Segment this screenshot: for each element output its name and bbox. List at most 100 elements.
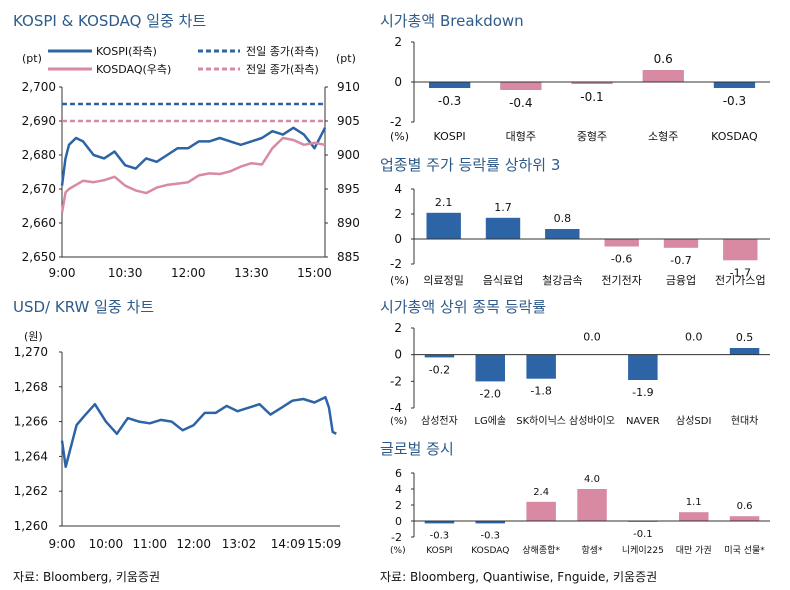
breakdown-bar bbox=[500, 82, 542, 90]
global-value-label: -0.1 bbox=[633, 529, 653, 540]
sector-value-label: -0.6 bbox=[611, 253, 632, 266]
kospi-left-tick-label: 2,700 bbox=[22, 80, 56, 94]
legend-kospi-prev-label: 전일 종가(좌측) bbox=[246, 44, 319, 58]
top-bar bbox=[628, 354, 658, 380]
sector-category-label: 의료정밀 bbox=[423, 274, 463, 287]
sector-unit: (%) bbox=[390, 274, 409, 287]
legend-kospi-label: KOSPI(좌측) bbox=[96, 45, 157, 58]
global-value-label: 1.1 bbox=[686, 497, 702, 508]
global-category-label: 대만 가권 bbox=[676, 544, 712, 556]
global-category-label: 미국 선물* bbox=[724, 545, 765, 556]
sector-bar bbox=[545, 229, 580, 239]
global-y-tick-label: 0 bbox=[395, 515, 402, 528]
fx-x-tick-label: 10:00 bbox=[89, 537, 124, 551]
fx-x-tick-label: 9:00 bbox=[49, 537, 76, 551]
global-category-label: KOSDAQ bbox=[471, 546, 509, 556]
kospi-series-line-2 bbox=[60, 136, 326, 214]
sector-bar bbox=[426, 212, 461, 240]
legend-kosdaq-label: KOSDAQ(우측) bbox=[96, 63, 171, 76]
breakdown-category-label: 중형주 bbox=[577, 130, 607, 143]
sector-value-label: 2.1 bbox=[435, 196, 453, 209]
kospi-x-tick-label: 10:30 bbox=[108, 266, 143, 280]
breakdown-value-label: -0.1 bbox=[580, 90, 603, 104]
global-bar bbox=[424, 521, 455, 524]
top-stocks-chart-title: 시가총액 상위 종목 등락률 bbox=[380, 298, 547, 316]
global-category-label: KOSPI bbox=[426, 546, 452, 556]
top-value-label: 0.5 bbox=[736, 331, 754, 344]
global-bar bbox=[577, 489, 607, 521]
fx-y-tick-label: 1,264 bbox=[14, 449, 48, 463]
fx-x-tick-label: 12:00 bbox=[176, 537, 211, 551]
top-category-label: 삼성전자 bbox=[421, 415, 458, 427]
sector-bar bbox=[723, 239, 758, 261]
sector-value-label: 1.7 bbox=[494, 201, 512, 214]
kospi-right-unit: (pt) bbox=[336, 52, 356, 65]
top-category-label: 현대차 bbox=[731, 415, 759, 427]
top-value-label: -1.8 bbox=[530, 385, 551, 398]
global-value-label: 2.4 bbox=[533, 487, 549, 498]
top-category-label: LG에솔 bbox=[474, 415, 506, 427]
kospi-right-tick-label: 910 bbox=[337, 80, 360, 94]
breakdown-bar bbox=[429, 82, 471, 88]
sector-bar bbox=[604, 239, 639, 247]
breakdown-y-tick-label: 0 bbox=[394, 75, 402, 89]
global-unit: (%) bbox=[390, 546, 406, 556]
top-category-label: SK하이닉스 bbox=[516, 414, 566, 427]
global-chart-title: 글로벌 증시 bbox=[380, 440, 454, 458]
legend-kosdaq-prev-label: 전일 종가(좌측) bbox=[246, 62, 319, 76]
global-bar bbox=[526, 501, 556, 521]
sector-chart-title: 업종별 주가 등락률 상하위 3 bbox=[380, 156, 561, 174]
global-y-tick-label: 2 bbox=[395, 499, 402, 512]
global-value-label: 0.6 bbox=[737, 501, 753, 512]
top-value-label: -2.0 bbox=[480, 387, 501, 400]
global-category-label: 항셍* bbox=[581, 545, 603, 556]
top-bar bbox=[424, 354, 455, 358]
top-bar bbox=[729, 348, 760, 355]
fx-x-tick-label: 15:09 bbox=[307, 537, 342, 551]
breakdown-value-label: -0.3 bbox=[438, 94, 461, 108]
top-bar bbox=[526, 354, 556, 379]
breakdown-y-tick-label: 2 bbox=[394, 35, 402, 49]
breakdown-y-tick-label: -2 bbox=[390, 115, 402, 129]
source-right: 자료: Bloomberg, Quantiwise, Fnguide, 키움증권 bbox=[380, 570, 658, 584]
top-unit: (%) bbox=[390, 416, 407, 427]
breakdown-category-label: KOSPI bbox=[434, 130, 466, 143]
kospi-right-tick-label: 900 bbox=[337, 148, 360, 162]
fx-unit: (원) bbox=[24, 330, 43, 343]
kospi-left-tick-label: 2,660 bbox=[22, 216, 56, 230]
top-value-label: 0.0 bbox=[685, 331, 703, 344]
fx-y-tick-label: 1,262 bbox=[14, 484, 48, 498]
kospi-x-tick-label: 12:00 bbox=[171, 266, 206, 280]
kospi-right-tick-label: 905 bbox=[337, 114, 360, 128]
top-y-tick-label: 0 bbox=[394, 348, 402, 362]
kospi-right-tick-label: 890 bbox=[337, 216, 360, 230]
breakdown-bar bbox=[642, 70, 684, 82]
sector-category-label: 금융업 bbox=[666, 274, 696, 287]
kospi-left-tick-label: 2,670 bbox=[22, 182, 56, 196]
fx-x-tick-label: 11:00 bbox=[132, 537, 167, 551]
global-value-label: -0.3 bbox=[481, 530, 501, 541]
kospi-chart-title: KOSPI & KOSDAQ 일중 차트 bbox=[13, 12, 207, 30]
top-bar bbox=[475, 354, 505, 382]
sector-y-tick-label: -2 bbox=[390, 257, 402, 271]
sector-category-label: 전기전자 bbox=[601, 274, 641, 287]
top-value-label: -1.9 bbox=[632, 386, 653, 399]
sector-y-tick-label: 0 bbox=[394, 232, 402, 246]
kospi-left-tick-label: 2,650 bbox=[22, 250, 56, 264]
fx-y-tick-label: 1,260 bbox=[14, 519, 48, 533]
kospi-series-line-0 bbox=[60, 126, 327, 186]
kospi-x-tick-label: 15:00 bbox=[297, 266, 332, 280]
kospi-x-tick-label: 13:30 bbox=[234, 266, 269, 280]
kospi-left-tick-label: 2,690 bbox=[22, 114, 56, 128]
global-category-label: 상해종합* bbox=[522, 545, 560, 556]
fx-y-tick-label: 1,270 bbox=[14, 345, 48, 359]
kospi-x-tick-label: 9:00 bbox=[49, 266, 76, 280]
global-y-tick-label: 6 bbox=[395, 467, 402, 480]
top-y-tick-label: -2 bbox=[390, 374, 402, 388]
sector-category-label: 철강금속 bbox=[542, 274, 582, 287]
fx-x-tick-label: 13:02 bbox=[222, 537, 257, 551]
sector-bar bbox=[485, 217, 521, 240]
